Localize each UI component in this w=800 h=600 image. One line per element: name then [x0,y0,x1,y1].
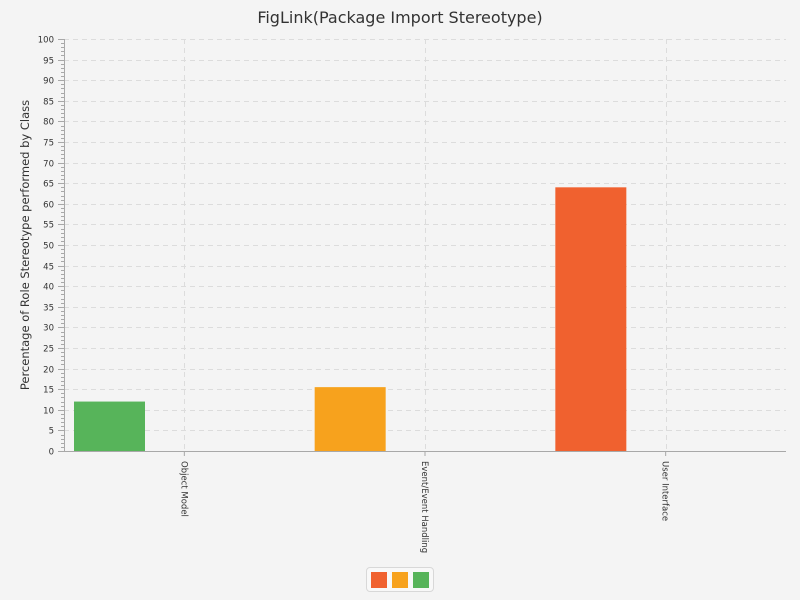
y-tick-label: 80 [43,118,54,128]
y-axis-label: Percentage of Role Stereotype performed … [18,100,32,390]
x-axis: Object Model Event/Event Handling User Int… [64,451,786,553]
grid [64,39,786,451]
bar [314,387,386,451]
legend-item [392,571,408,588]
y-tick-label: 55 [43,221,54,231]
bar [74,401,145,451]
y-tick-label: 60 [43,201,54,211]
y-tick-label: 90 [43,77,54,87]
y-tick-label: 70 [43,160,54,170]
y-tick-label: 45 [43,263,54,273]
y-tick-label: 25 [43,345,54,355]
y-tick-label: 95 [43,57,54,67]
legend-item [371,571,387,588]
y-tick-label: 20 [43,366,54,376]
x-tick-label: Object Model [178,461,188,517]
y-tick-label: 75 [43,139,54,149]
y-tick-label: 30 [43,324,54,334]
legend-swatch [413,571,429,588]
y-tick-label: 65 [43,180,54,190]
y-tick-label: 100 [38,36,54,46]
legend [366,567,434,592]
x-tick-label: Event/Event Handling [419,461,429,553]
legend-swatch [371,571,387,588]
y-tick-label: 40 [43,283,54,293]
y-tick-label: 35 [43,304,54,314]
x-tick-label: User Interface [660,461,670,521]
bars [74,187,627,451]
chart-title: FigLink(Package Import Stereotype) [257,8,542,27]
y-tick-label: 5 [49,427,54,437]
y-tick-label: 10 [43,407,54,417]
legend-item [413,571,429,588]
bar [555,187,627,451]
y-tick-label: 15 [43,386,54,396]
y-tick-label: 50 [43,242,54,252]
legend-swatch [392,571,408,588]
y-tick-label: 85 [43,98,54,108]
y-axis: 0 5 10 15 20 25 30 35 40 45 50 55 60 65 70 75 80 85 90 95 10… [38,36,65,458]
y-tick-label: 0 [49,448,54,458]
